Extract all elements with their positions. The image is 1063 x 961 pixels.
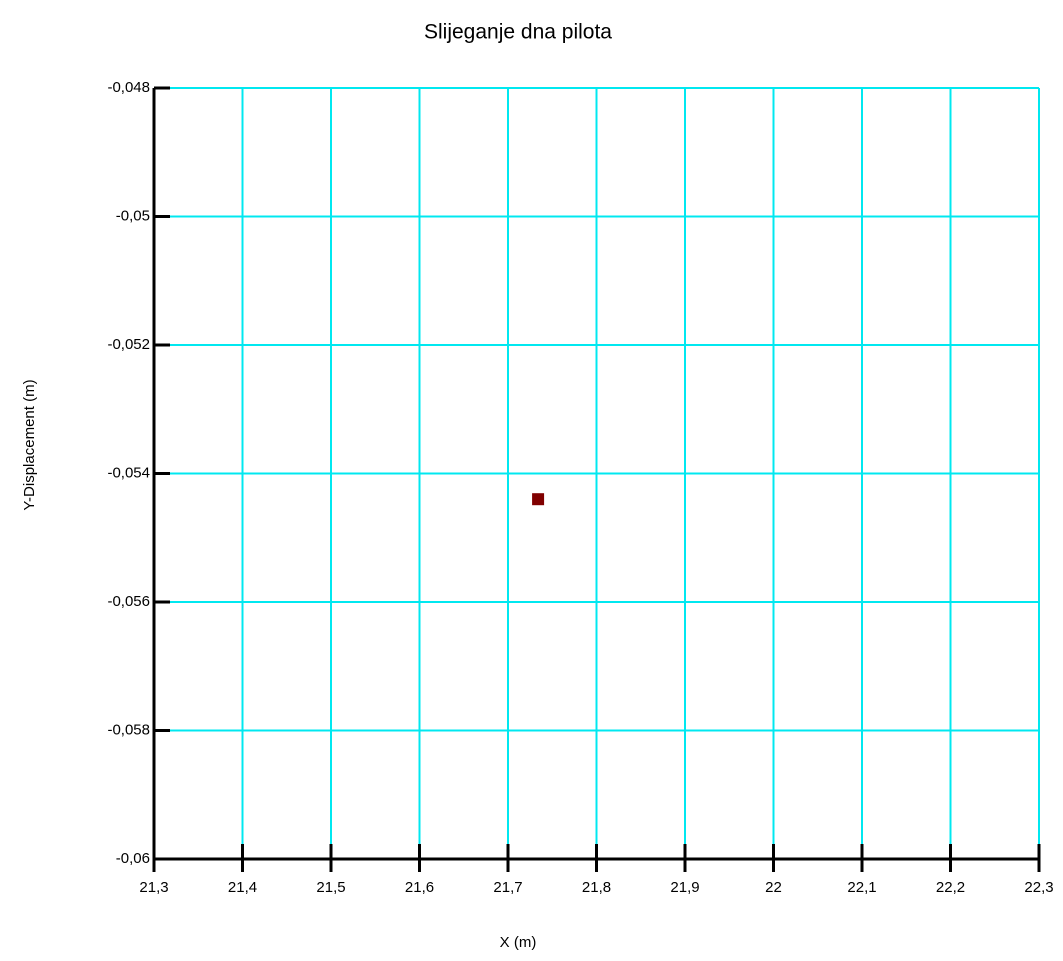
x-tick-label: 21,4 bbox=[228, 879, 257, 896]
x-tick-label: 21,3 bbox=[139, 879, 168, 896]
x-tick-label: 22,3 bbox=[1024, 879, 1053, 896]
x-tick-label: 21,5 bbox=[316, 879, 345, 896]
x-tick-label: 21,9 bbox=[670, 879, 699, 896]
y-axis-label: Y-Displacement (m) bbox=[21, 379, 38, 510]
x-tick-label: 22 bbox=[765, 879, 782, 896]
chart-title: Slijeganje dna pilota bbox=[424, 21, 612, 44]
y-tick-label: -0,054 bbox=[107, 464, 150, 481]
x-tick-label: 22,2 bbox=[936, 879, 965, 896]
y-tick-label: -0,06 bbox=[116, 850, 150, 867]
point bbox=[532, 493, 545, 506]
x-tick-label: 21,7 bbox=[493, 879, 522, 896]
x-tick-label: 21,8 bbox=[582, 879, 611, 896]
x-axis-label: X (m) bbox=[500, 934, 537, 951]
x-tick-label: 21,6 bbox=[405, 879, 434, 896]
y-tick-label: -0,058 bbox=[107, 721, 150, 738]
y-tick-label: -0,052 bbox=[107, 336, 150, 353]
y-tick-label: -0,048 bbox=[107, 79, 150, 96]
x-tick-label: 22,1 bbox=[847, 879, 876, 896]
y-tick-label: -0,05 bbox=[116, 207, 150, 224]
y-tick-label: -0,056 bbox=[107, 593, 150, 610]
